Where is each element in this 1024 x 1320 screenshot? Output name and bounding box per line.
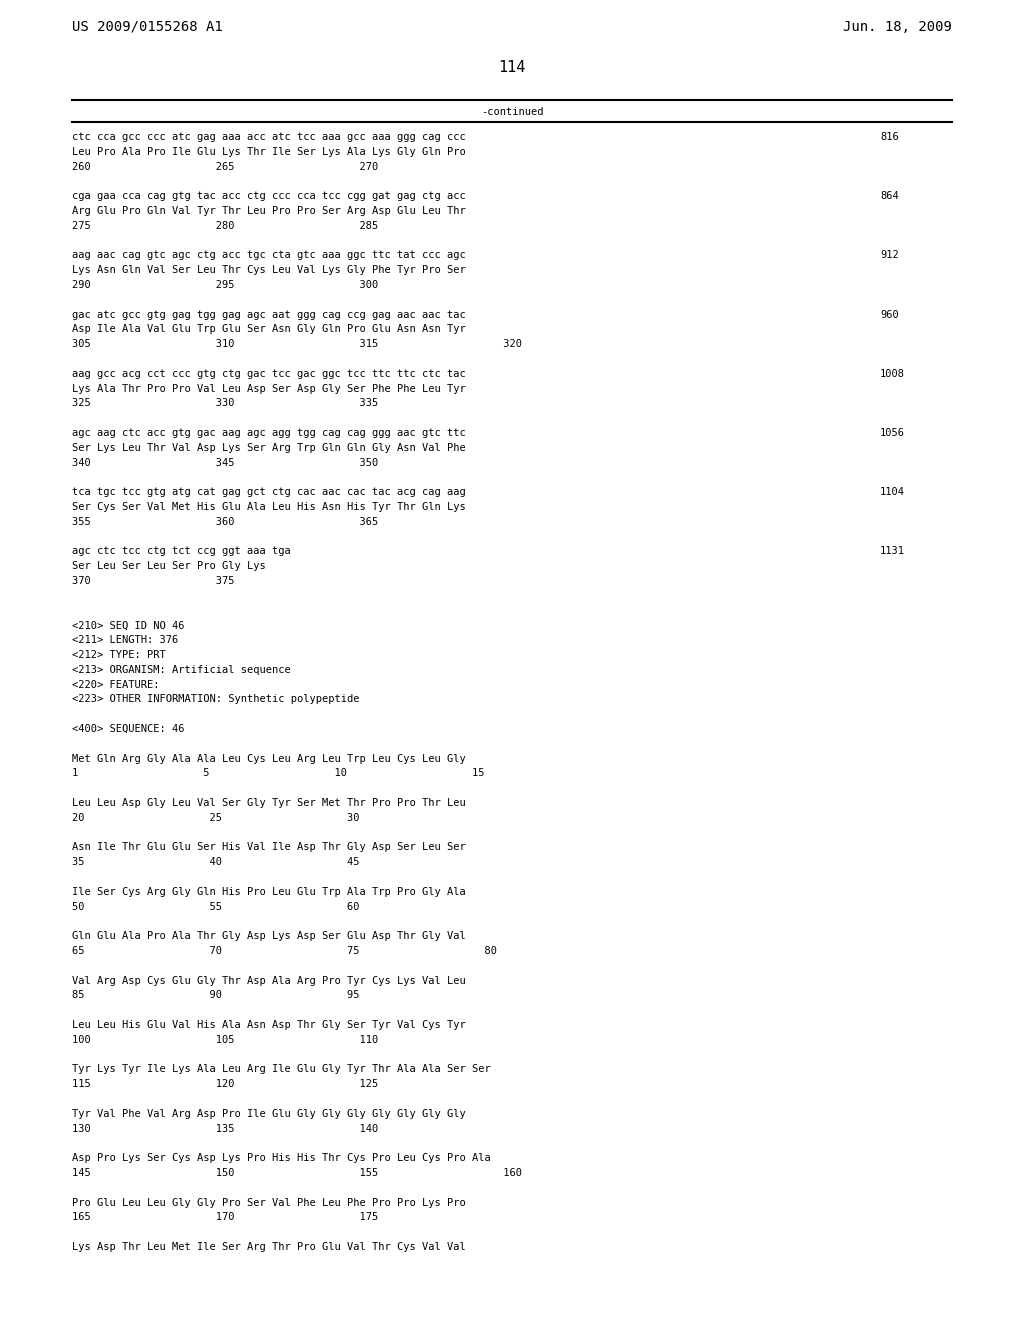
Text: 1008: 1008 (880, 368, 905, 379)
Text: 260                    265                    270: 260 265 270 (72, 161, 378, 172)
Text: 816: 816 (880, 132, 899, 143)
Text: Ser Leu Ser Leu Ser Pro Gly Lys: Ser Leu Ser Leu Ser Pro Gly Lys (72, 561, 266, 572)
Text: Ile Ser Cys Arg Gly Gln His Pro Leu Glu Trp Ala Trp Pro Gly Ala: Ile Ser Cys Arg Gly Gln His Pro Leu Glu … (72, 887, 466, 896)
Text: Asn Ile Thr Glu Glu Ser His Val Ile Asp Thr Gly Asp Ser Leu Ser: Asn Ile Thr Glu Glu Ser His Val Ile Asp … (72, 842, 466, 853)
Text: 275                    280                    285: 275 280 285 (72, 220, 378, 231)
Text: 305                    310                    315                    320: 305 310 315 320 (72, 339, 522, 350)
Text: 340                    345                    350: 340 345 350 (72, 458, 378, 467)
Text: <212> TYPE: PRT: <212> TYPE: PRT (72, 649, 166, 660)
Text: Met Gln Arg Gly Ala Ala Leu Cys Leu Arg Leu Trp Leu Cys Leu Gly: Met Gln Arg Gly Ala Ala Leu Cys Leu Arg … (72, 754, 466, 763)
Text: 912: 912 (880, 251, 899, 260)
Text: 145                    150                    155                    160: 145 150 155 160 (72, 1168, 522, 1177)
Text: Lys Ala Thr Pro Pro Val Leu Asp Ser Asp Gly Ser Phe Phe Leu Tyr: Lys Ala Thr Pro Pro Val Leu Asp Ser Asp … (72, 384, 466, 393)
Text: 1131: 1131 (880, 546, 905, 557)
Text: 325                    330                    335: 325 330 335 (72, 399, 378, 408)
Text: ctc cca gcc ccc atc gag aaa acc atc tcc aaa gcc aaa ggg cag ccc: ctc cca gcc ccc atc gag aaa acc atc tcc … (72, 132, 466, 143)
Text: 115                    120                    125: 115 120 125 (72, 1080, 378, 1089)
Text: Pro Glu Leu Leu Gly Gly Pro Ser Val Phe Leu Phe Pro Pro Lys Pro: Pro Glu Leu Leu Gly Gly Pro Ser Val Phe … (72, 1197, 466, 1208)
Text: 100                    105                    110: 100 105 110 (72, 1035, 378, 1045)
Text: 50                    55                    60: 50 55 60 (72, 902, 359, 912)
Text: Leu Leu Asp Gly Leu Val Ser Gly Tyr Ser Met Thr Pro Pro Thr Leu: Leu Leu Asp Gly Leu Val Ser Gly Tyr Ser … (72, 799, 466, 808)
Text: aag gcc acg cct ccc gtg ctg gac tcc gac ggc tcc ttc ttc ctc tac: aag gcc acg cct ccc gtg ctg gac tcc gac … (72, 368, 466, 379)
Text: cga gaa cca cag gtg tac acc ctg ccc cca tcc cgg gat gag ctg acc: cga gaa cca cag gtg tac acc ctg ccc cca … (72, 191, 466, 201)
Text: -continued: -continued (480, 107, 544, 117)
Text: <210> SEQ ID NO 46: <210> SEQ ID NO 46 (72, 620, 184, 631)
Text: 1104: 1104 (880, 487, 905, 498)
Text: 35                    40                    45: 35 40 45 (72, 857, 359, 867)
Text: Lys Asn Gln Val Ser Leu Thr Cys Leu Val Lys Gly Phe Tyr Pro Ser: Lys Asn Gln Val Ser Leu Thr Cys Leu Val … (72, 265, 466, 275)
Text: <223> OTHER INFORMATION: Synthetic polypeptide: <223> OTHER INFORMATION: Synthetic polyp… (72, 694, 359, 705)
Text: US 2009/0155268 A1: US 2009/0155268 A1 (72, 20, 223, 34)
Text: Ser Lys Leu Thr Val Asp Lys Ser Arg Trp Gln Gln Gly Asn Val Phe: Ser Lys Leu Thr Val Asp Lys Ser Arg Trp … (72, 442, 466, 453)
Text: Tyr Lys Tyr Ile Lys Ala Leu Arg Ile Glu Gly Tyr Thr Ala Ala Ser Ser: Tyr Lys Tyr Ile Lys Ala Leu Arg Ile Glu … (72, 1064, 490, 1074)
Text: Lys Asp Thr Leu Met Ile Ser Arg Thr Pro Glu Val Thr Cys Val Val: Lys Asp Thr Leu Met Ile Ser Arg Thr Pro … (72, 1242, 466, 1251)
Text: Asp Ile Ala Val Glu Trp Glu Ser Asn Gly Gln Pro Glu Asn Asn Tyr: Asp Ile Ala Val Glu Trp Glu Ser Asn Gly … (72, 325, 466, 334)
Text: 20                    25                    30: 20 25 30 (72, 813, 359, 822)
Text: Leu Pro Ala Pro Ile Glu Lys Thr Ile Ser Lys Ala Lys Gly Gln Pro: Leu Pro Ala Pro Ile Glu Lys Thr Ile Ser … (72, 147, 466, 157)
Text: 1                    5                    10                    15: 1 5 10 15 (72, 768, 484, 779)
Text: 290                    295                    300: 290 295 300 (72, 280, 378, 290)
Text: Tyr Val Phe Val Arg Asp Pro Ile Glu Gly Gly Gly Gly Gly Gly Gly: Tyr Val Phe Val Arg Asp Pro Ile Glu Gly … (72, 1109, 466, 1119)
Text: 85                    90                    95: 85 90 95 (72, 990, 359, 1001)
Text: aag aac cag gtc agc ctg acc tgc cta gtc aaa ggc ttc tat ccc agc: aag aac cag gtc agc ctg acc tgc cta gtc … (72, 251, 466, 260)
Text: Leu Leu His Glu Val His Ala Asn Asp Thr Gly Ser Tyr Val Cys Tyr: Leu Leu His Glu Val His Ala Asn Asp Thr … (72, 1020, 466, 1030)
Text: <211> LENGTH: 376: <211> LENGTH: 376 (72, 635, 178, 645)
Text: 65                    70                    75                    80: 65 70 75 80 (72, 946, 497, 956)
Text: 114: 114 (499, 59, 525, 75)
Text: Jun. 18, 2009: Jun. 18, 2009 (843, 20, 952, 34)
Text: Asp Pro Lys Ser Cys Asp Lys Pro His His Thr Cys Pro Leu Cys Pro Ala: Asp Pro Lys Ser Cys Asp Lys Pro His His … (72, 1154, 490, 1163)
Text: 355                    360                    365: 355 360 365 (72, 517, 378, 527)
Text: Ser Cys Ser Val Met His Glu Ala Leu His Asn His Tyr Thr Gln Lys: Ser Cys Ser Val Met His Glu Ala Leu His … (72, 502, 466, 512)
Text: gac atc gcc gtg gag tgg gag agc aat ggg cag ccg gag aac aac tac: gac atc gcc gtg gag tgg gag agc aat ggg … (72, 310, 466, 319)
Text: <220> FEATURE:: <220> FEATURE: (72, 680, 160, 689)
Text: Arg Glu Pro Gln Val Tyr Thr Leu Pro Pro Ser Arg Asp Glu Leu Thr: Arg Glu Pro Gln Val Tyr Thr Leu Pro Pro … (72, 206, 466, 216)
Text: 960: 960 (880, 310, 899, 319)
Text: tca tgc tcc gtg atg cat gag gct ctg cac aac cac tac acg cag aag: tca tgc tcc gtg atg cat gag gct ctg cac … (72, 487, 466, 498)
Text: 370                    375: 370 375 (72, 576, 234, 586)
Text: <213> ORGANISM: Artificial sequence: <213> ORGANISM: Artificial sequence (72, 665, 291, 675)
Text: 1056: 1056 (880, 428, 905, 438)
Text: Gln Glu Ala Pro Ala Thr Gly Asp Lys Asp Ser Glu Asp Thr Gly Val: Gln Glu Ala Pro Ala Thr Gly Asp Lys Asp … (72, 931, 466, 941)
Text: agc aag ctc acc gtg gac aag agc agg tgg cag cag ggg aac gtc ttc: agc aag ctc acc gtg gac aag agc agg tgg … (72, 428, 466, 438)
Text: 165                    170                    175: 165 170 175 (72, 1212, 378, 1222)
Text: <400> SEQUENCE: 46: <400> SEQUENCE: 46 (72, 723, 184, 734)
Text: 864: 864 (880, 191, 899, 201)
Text: Val Arg Asp Cys Glu Gly Thr Asp Ala Arg Pro Tyr Cys Lys Val Leu: Val Arg Asp Cys Glu Gly Thr Asp Ala Arg … (72, 975, 466, 986)
Text: agc ctc tcc ctg tct ccg ggt aaa tga: agc ctc tcc ctg tct ccg ggt aaa tga (72, 546, 291, 557)
Text: 130                    135                    140: 130 135 140 (72, 1123, 378, 1134)
